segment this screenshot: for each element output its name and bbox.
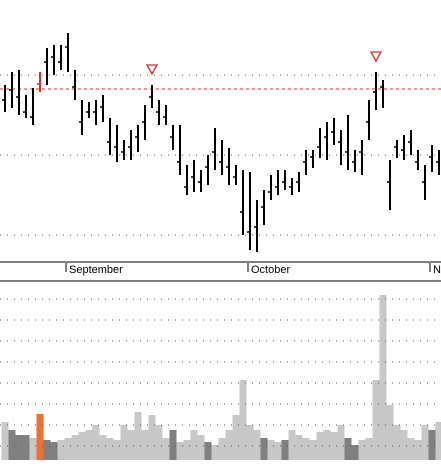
volume-bar: [211, 445, 219, 460]
volume-bar: [239, 380, 247, 460]
signal-marker: [369, 51, 383, 63]
volume-bar: [253, 430, 261, 460]
volume-bar: [15, 435, 23, 460]
volume-bar: [43, 440, 51, 460]
volume-bar: [358, 440, 366, 460]
volume-bar: [225, 430, 233, 460]
volume-bar: [64, 438, 72, 460]
volume-bar: [351, 445, 359, 460]
x-tick-label: October: [251, 264, 290, 276]
volume-bar: [393, 425, 401, 460]
volume-bar: [379, 295, 387, 460]
volume-bar: [106, 438, 114, 460]
volume-bar: [414, 440, 422, 460]
volume-bar: [204, 442, 212, 460]
volume-bar: [1, 422, 9, 460]
volume-bar: [162, 438, 170, 460]
volume-bar: [113, 440, 121, 460]
signal-marker: [145, 64, 159, 76]
volume-bar: [92, 425, 100, 460]
volume-bar: [386, 405, 394, 460]
volume-bar: [155, 425, 163, 460]
volume-bar: [22, 435, 30, 460]
volume-bar: [372, 380, 380, 460]
volume-bar: [36, 414, 44, 460]
volume-bar: [323, 430, 331, 460]
volume-bar: [57, 440, 65, 460]
volume-bar: [288, 430, 296, 460]
volume-bar: [176, 442, 184, 460]
volume-bar: [295, 435, 303, 460]
volume-bar: [169, 430, 177, 460]
volume-bar: [71, 435, 79, 460]
volume-bar: [435, 422, 441, 460]
volume-bar: [246, 425, 254, 460]
volume-bar: [197, 435, 205, 460]
volume-bar: [302, 438, 310, 460]
volume-bar: [127, 430, 135, 460]
volume-bar: [260, 438, 268, 460]
volume-bar: [400, 430, 408, 460]
volume-bar: [99, 435, 107, 460]
volume-bar: [330, 432, 338, 460]
volume-bar: [344, 438, 352, 460]
volume-bar: [29, 438, 37, 460]
volume-bar: [274, 442, 282, 460]
x-tick-label: No: [433, 264, 441, 276]
volume-bar: [78, 432, 86, 460]
volume-bar: [365, 438, 373, 460]
volume-bar: [190, 430, 198, 460]
volume-bar: [85, 430, 93, 460]
x-tick-label: September: [69, 264, 123, 276]
volume-bar: [218, 438, 226, 460]
volume-bar: [267, 440, 275, 460]
volume-bar: [148, 415, 156, 460]
volume-bar: [50, 442, 58, 460]
volume-bar: [281, 440, 289, 460]
volume-bar: [141, 430, 149, 460]
volume-bar: [316, 432, 324, 460]
volume-bar: [309, 440, 317, 460]
volume-bar: [120, 425, 128, 460]
volume-bar: [407, 438, 415, 460]
volume-bar: [428, 430, 436, 460]
volume-bar: [8, 430, 16, 460]
volume-bar: [183, 440, 191, 460]
volume-bar: [134, 412, 142, 460]
volume-bar: [232, 415, 240, 460]
volume-bar: [337, 425, 345, 460]
volume-bar: [421, 425, 429, 460]
